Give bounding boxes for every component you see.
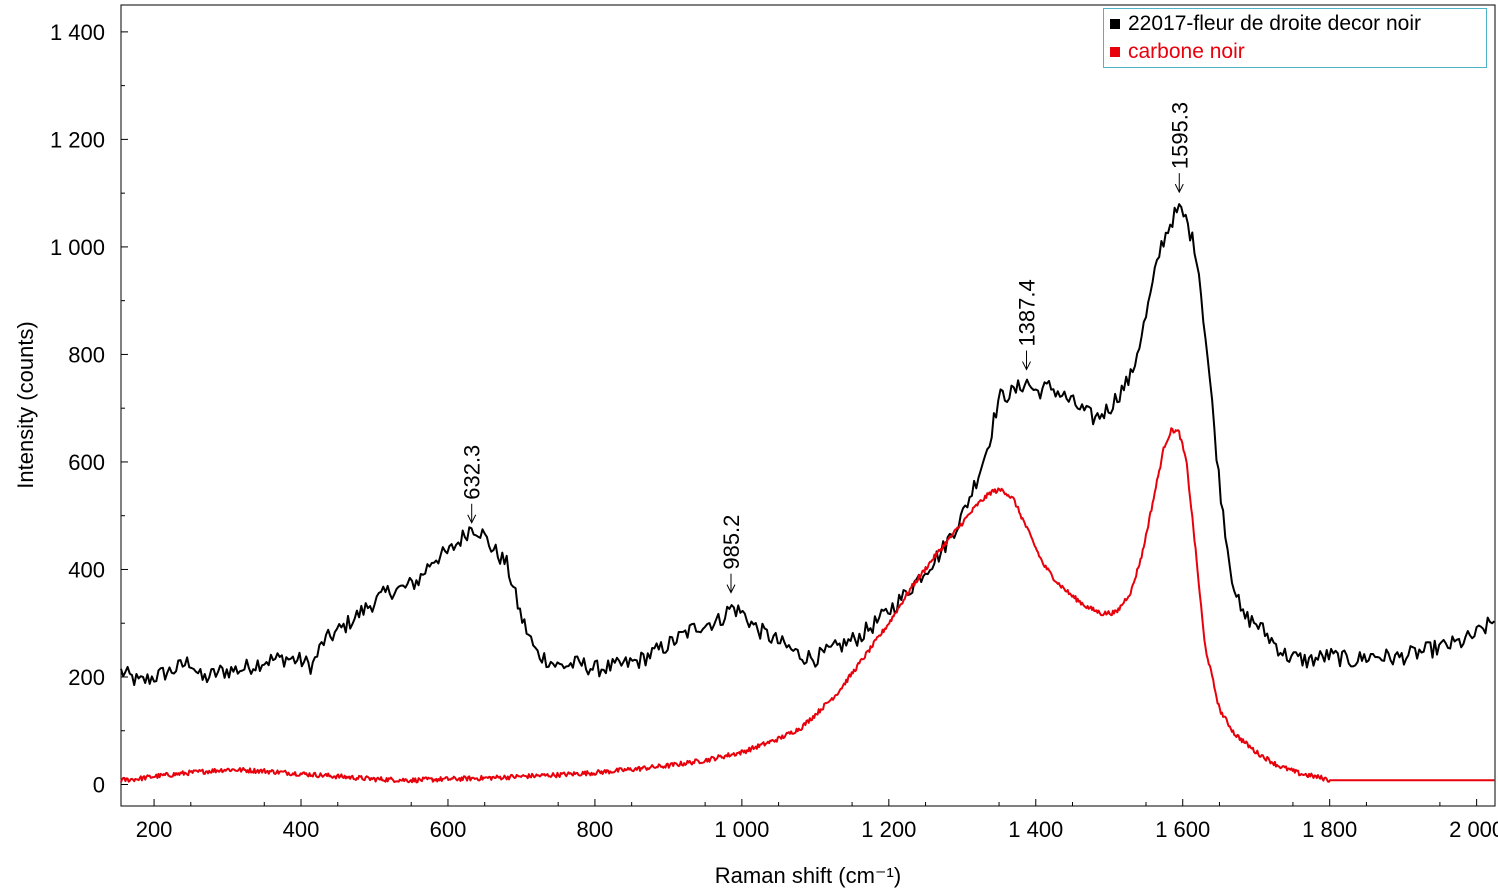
- x-tick-label: 800: [577, 817, 614, 842]
- legend-swatch-black: [1110, 19, 1120, 29]
- x-tick-label: 2 000: [1449, 817, 1498, 842]
- legend-label: carbone noir: [1128, 40, 1245, 63]
- series-line-1: [120, 203, 1495, 686]
- y-tick-label: 1 400: [50, 20, 105, 45]
- annotation-layer: 632.3 985.2 1387.4 1595.3: [460, 102, 1192, 594]
- peak-annotation-1: 632.3: [460, 445, 485, 524]
- annotation-label: 1387.4: [1015, 279, 1040, 346]
- y-tick-label: 600: [68, 450, 105, 475]
- y-tick-label: 200: [68, 665, 105, 690]
- y-axis-title: Intensity (counts): [13, 321, 38, 489]
- annotation-label: 985.2: [719, 515, 744, 570]
- legend: 22017-fleur de droite decor noir carbone…: [1103, 8, 1487, 68]
- annotation-label: 1595.3: [1167, 102, 1192, 169]
- x-tick-label: 1 600: [1155, 817, 1210, 842]
- annotation-label: 632.3: [460, 445, 485, 500]
- annotation-arrow-head: [1174, 183, 1184, 194]
- y-tick-label: 1 000: [50, 235, 105, 260]
- x-tick-label: 200: [136, 817, 173, 842]
- annotation-arrow-head: [467, 514, 477, 524]
- plot-area: [120, 4, 1496, 807]
- x-axis-title: Raman shift (cm⁻¹): [715, 863, 901, 888]
- y-tick-label: 1 200: [50, 127, 105, 152]
- annotation-arrow-head: [1022, 361, 1031, 371]
- legend-item-series-1: 22017-fleur de droite decor noir: [1110, 11, 1421, 37]
- y-tick-label: 400: [68, 557, 105, 582]
- x-tick-label: 1 200: [861, 817, 916, 842]
- peak-annotation-4: 1595.3: [1167, 102, 1192, 194]
- x-tick-label: 1 000: [714, 817, 769, 842]
- y-tick-label: 800: [68, 342, 105, 367]
- annotation-arrow-head: [726, 584, 736, 594]
- peak-annotation-3: 1387.4: [1015, 279, 1040, 371]
- x-tick-label: 600: [430, 817, 467, 842]
- y-tick-label: 0: [93, 772, 105, 797]
- peak-annotation-2: 985.2: [719, 515, 744, 594]
- x-tick-label: 1 800: [1302, 817, 1357, 842]
- x-tick-label: 400: [283, 817, 320, 842]
- legend-swatch-red: [1110, 47, 1120, 57]
- legend-item-series-2: carbone noir: [1110, 39, 1245, 65]
- plot-border: [120, 4, 1496, 807]
- series-layer: [120, 203, 1495, 784]
- series-line-2: [120, 427, 1495, 784]
- legend-label: 22017-fleur de droite decor noir: [1128, 12, 1422, 35]
- x-tick-label: 1 400: [1008, 817, 1063, 842]
- axis-layer: 200 400 600 800 1 000 1 200 1 400 1 600 1 800 2 0…: [50, 20, 1498, 842]
